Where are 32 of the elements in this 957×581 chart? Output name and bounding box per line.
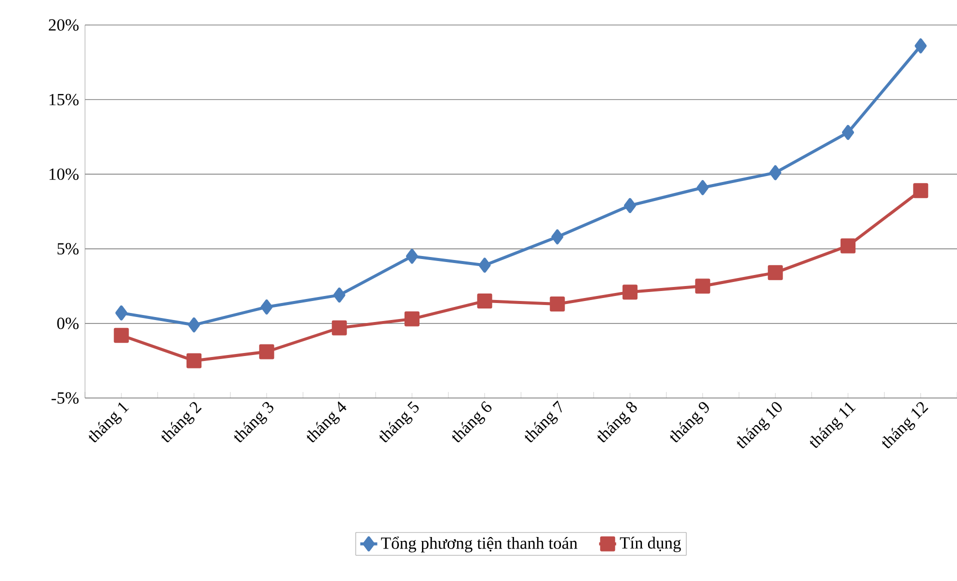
point — [260, 299, 273, 314]
point — [477, 294, 492, 309]
legend-label: Tín dụng — [620, 536, 681, 552]
point — [914, 38, 927, 54]
point — [622, 284, 638, 300]
y-tick-label: 0% — [57, 318, 79, 330]
point — [259, 344, 274, 360]
y-tick-label: 5% — [58, 243, 79, 255]
y-tick-label: -5% — [52, 392, 79, 404]
point — [769, 165, 782, 180]
point — [624, 198, 636, 214]
y-tick-label: 10% — [50, 168, 79, 180]
point — [842, 124, 854, 140]
point — [333, 288, 346, 303]
point — [913, 183, 928, 198]
point — [406, 248, 418, 264]
point — [550, 296, 565, 312]
point — [840, 238, 856, 254]
y-tick-label: 15% — [50, 94, 79, 106]
point — [186, 353, 202, 368]
point — [768, 265, 783, 280]
point — [695, 278, 710, 294]
point — [696, 180, 709, 196]
point — [551, 229, 564, 244]
point — [115, 305, 128, 320]
point — [188, 317, 200, 332]
legend-label: Tổng phương tiện thanh toán — [381, 536, 578, 552]
point — [404, 311, 420, 326]
y-tick-label: 20% — [48, 19, 79, 31]
point — [114, 328, 129, 343]
point — [478, 258, 491, 273]
point — [332, 320, 347, 336]
